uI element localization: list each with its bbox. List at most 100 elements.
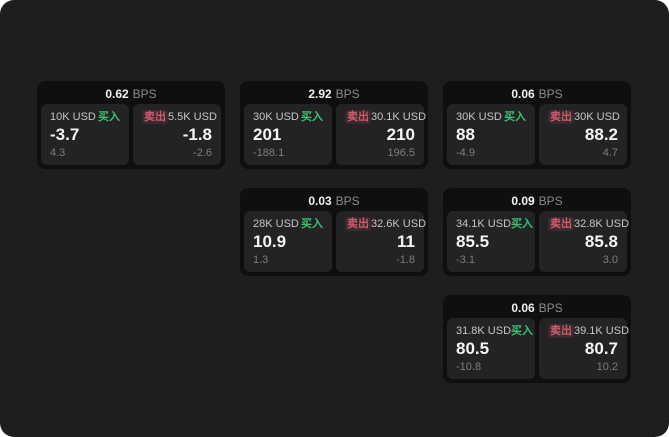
quote-card: 0.62 BPS 10K USD 买入 -3.7 4.3 卖出 5.5K USD…	[37, 81, 225, 169]
quote-grid: 0.62 BPS 10K USD 买入 -3.7 4.3 卖出 5.5K USD…	[37, 81, 631, 383]
quote-card: 0.06 BPS 30K USD 买入 88 -4.9 卖出 30K USD 8…	[443, 81, 631, 169]
buy-panel-top: 28K USD 买入	[253, 217, 323, 231]
sell-panel[interactable]: 卖出 39.1K USD 80.7 10.2	[539, 318, 629, 379]
quote-panels: 28K USD 买入 10.9 1.3 卖出 32.6K USD 11 -1.8	[244, 211, 426, 272]
bps-unit-label: BPS	[538, 194, 563, 208]
bps-value: 0.62	[105, 87, 129, 101]
buy-panel[interactable]: 31.8K USD 买入 80.5 -10.8	[447, 318, 535, 379]
bps-unit-label: BPS	[132, 87, 157, 101]
sell-delta: 4.7	[602, 147, 618, 159]
bps-unit-label: BPS	[335, 87, 360, 101]
sell-price: 11	[397, 232, 415, 251]
buy-price: -3.7	[50, 125, 80, 144]
sell-panel-top: 卖出 32.6K USD	[345, 217, 426, 231]
buy-amount: 30K USD	[456, 111, 502, 123]
buy-side-label: 买入	[98, 111, 120, 123]
quote-card: 2.92 BPS 30K USD 买入 201 -188.1 卖出 30.1K …	[240, 81, 428, 169]
sell-price: 85.8	[584, 232, 618, 251]
bps-value: 0.06	[511, 87, 535, 101]
bps-value: 0.06	[511, 301, 535, 315]
buy-panel-top: 34.1K USD 买入	[456, 217, 533, 231]
sell-price: 210	[386, 125, 415, 144]
sell-side-label: 卖出	[548, 324, 574, 338]
buy-side-label: 买入	[504, 111, 526, 123]
sell-delta: -2.6	[193, 147, 212, 159]
buy-delta: 4.3	[50, 147, 66, 159]
buy-side-label: 买入	[301, 111, 323, 123]
buy-panel-top: 10K USD 买入	[50, 110, 120, 124]
sell-amount: 32.6K USD	[371, 218, 427, 230]
sell-side-label: 卖出	[142, 110, 168, 124]
sell-panel[interactable]: 卖出 32.8K USD 85.8 3.0	[539, 211, 629, 272]
buy-panel[interactable]: 30K USD 买入 88 -4.9	[447, 104, 535, 165]
sell-amount: 32.8K USD	[574, 218, 630, 230]
sell-price: -1.8	[182, 125, 212, 144]
quote-panels: 31.8K USD 买入 80.5 -10.8 卖出 39.1K USD 80.…	[447, 318, 629, 379]
buy-panel[interactable]: 30K USD 买入 201 -188.1	[244, 104, 332, 165]
buy-price: 10.9	[253, 232, 287, 251]
bps-header: 0.06 BPS	[447, 85, 627, 104]
buy-amount: 30K USD	[253, 111, 299, 123]
sell-delta: 196.5	[387, 147, 415, 159]
buy-amount: 10K USD	[50, 111, 96, 123]
sell-amount: 39.1K USD	[574, 325, 630, 337]
quote-card: 0.03 BPS 28K USD 买入 10.9 1.3 卖出 32.6K US…	[240, 188, 428, 276]
buy-delta: -10.8	[456, 361, 482, 373]
quote-panels: 10K USD 买入 -3.7 4.3 卖出 5.5K USD -1.8 -2.…	[41, 104, 221, 165]
buy-amount: 28K USD	[253, 218, 299, 230]
buy-price: 201	[253, 125, 282, 144]
sell-panel[interactable]: 卖出 30.1K USD 210 196.5	[336, 104, 426, 165]
sell-side-label: 卖出	[548, 217, 574, 231]
buy-price: 88	[456, 125, 475, 144]
sell-panel[interactable]: 卖出 5.5K USD -1.8 -2.6	[133, 104, 221, 165]
sell-side-label: 卖出	[345, 217, 371, 231]
quote-panels: 30K USD 买入 201 -188.1 卖出 30.1K USD 210 1…	[244, 104, 426, 165]
sell-delta: 10.2	[596, 361, 618, 373]
bps-unit-label: BPS	[538, 301, 563, 315]
sell-delta: 3.0	[602, 254, 618, 266]
sell-panel-top: 卖出 32.8K USD	[548, 217, 629, 231]
bps-value: 0.03	[308, 194, 332, 208]
buy-price: 85.5	[456, 232, 490, 251]
buy-delta: 1.3	[253, 254, 269, 266]
buy-amount: 31.8K USD	[456, 325, 512, 337]
sell-price: 88.2	[584, 125, 618, 144]
sell-panel-top: 卖出 30.1K USD	[345, 110, 426, 124]
sell-panel-top: 卖出 30K USD	[548, 110, 620, 124]
sell-panel[interactable]: 卖出 32.6K USD 11 -1.8	[336, 211, 426, 272]
buy-side-label: 买入	[511, 325, 534, 337]
buy-panel-top: 30K USD 买入	[253, 110, 323, 124]
sell-price: 80.7	[584, 339, 618, 358]
sell-delta: -1.8	[396, 254, 415, 266]
sell-panel-top: 卖出 5.5K USD	[142, 110, 217, 124]
bps-header: 2.92 BPS	[244, 85, 424, 104]
bps-header: 0.03 BPS	[244, 192, 424, 211]
buy-delta: -4.9	[456, 147, 475, 159]
buy-panel[interactable]: 34.1K USD 买入 85.5 -3.1	[447, 211, 535, 272]
buy-panel[interactable]: 10K USD 买入 -3.7 4.3	[41, 104, 129, 165]
buy-side-label: 买入	[511, 218, 534, 230]
quote-card: 0.09 BPS 34.1K USD 买入 85.5 -3.1 卖出 32.8K…	[443, 188, 631, 276]
quote-panels: 34.1K USD 买入 85.5 -3.1 卖出 32.8K USD 85.8…	[447, 211, 629, 272]
sell-amount: 30K USD	[574, 111, 620, 123]
buy-price: 80.5	[456, 339, 490, 358]
bps-unit-label: BPS	[335, 194, 360, 208]
bps-header: 0.62 BPS	[41, 85, 221, 104]
bps-header: 0.09 BPS	[447, 192, 627, 211]
sell-panel-top: 卖出 39.1K USD	[548, 324, 629, 338]
bps-header: 0.06 BPS	[447, 299, 627, 318]
bps-value: 0.09	[511, 194, 535, 208]
quote-card: 0.06 BPS 31.8K USD 买入 80.5 -10.8 卖出 39.1…	[443, 295, 631, 383]
buy-delta: -3.1	[456, 254, 475, 266]
buy-delta: -188.1	[253, 147, 285, 159]
sell-amount: 5.5K USD	[168, 111, 217, 123]
sell-side-label: 卖出	[548, 110, 574, 124]
buy-amount: 34.1K USD	[456, 218, 512, 230]
sell-side-label: 卖出	[345, 110, 371, 124]
bps-unit-label: BPS	[538, 87, 563, 101]
buy-panel[interactable]: 28K USD 买入 10.9 1.3	[244, 211, 332, 272]
sell-panel[interactable]: 卖出 30K USD 88.2 4.7	[539, 104, 627, 165]
sell-amount: 30.1K USD	[371, 111, 427, 123]
quote-panels: 30K USD 买入 88 -4.9 卖出 30K USD 88.2 4.7	[447, 104, 627, 165]
